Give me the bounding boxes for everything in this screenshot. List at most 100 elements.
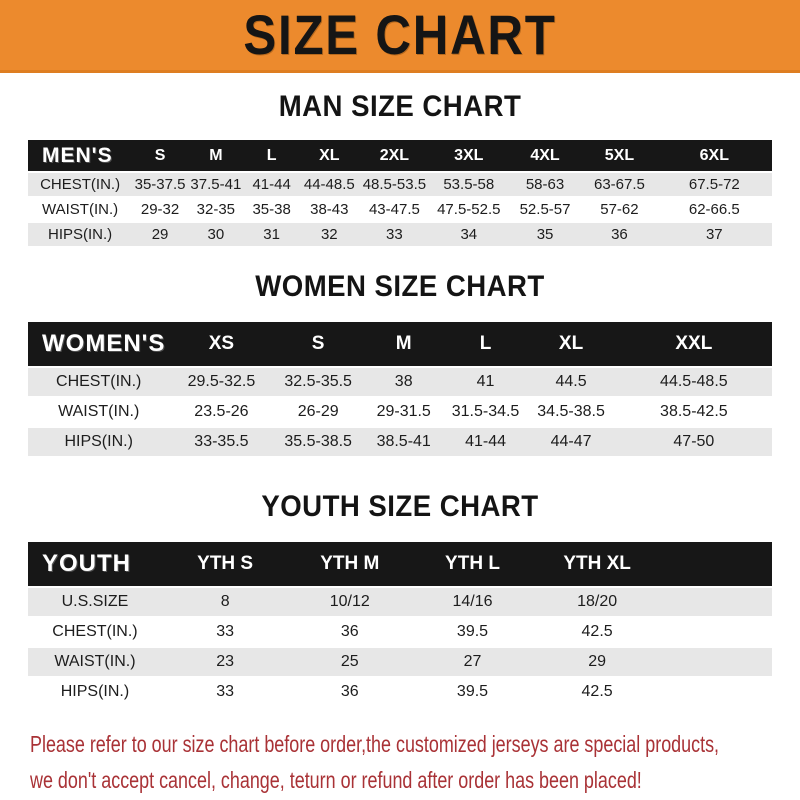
size-cell: 33 [216, 683, 235, 700]
size-column-header: 4XL [530, 146, 560, 164]
size-cell: 35-37.5 [134, 176, 186, 193]
table-header-row: WOMEN'S XS S M L XL XXL [28, 322, 772, 366]
size-cell: 42.5 [581, 683, 613, 700]
row-label: U.S.SIZE [61, 593, 129, 610]
size-cell: 47-50 [673, 433, 715, 450]
size-column-header: YTH S [197, 553, 254, 574]
size-cell: 41-44 [465, 433, 506, 450]
table-row: WAIST(IN.) 23 25 27 29 [28, 648, 772, 676]
size-cell [660, 588, 772, 616]
size-cell: 34.5-38.5 [537, 403, 605, 420]
size-cell: 31.5-34.5 [451, 403, 520, 420]
table-row: CHEST(IN.) 29.5-32.5 32.5-35.5 38 41 44.5 44.5… [28, 368, 772, 396]
size-cell: 67.5-72 [688, 176, 740, 193]
size-cell: 29-31.5 [376, 403, 431, 420]
size-cell: 30 [207, 226, 225, 243]
women-size-chart-heading: WOMEN SIZE CHART [255, 270, 545, 303]
size-cell: 62-66.5 [688, 201, 740, 218]
table-row: CHEST(IN.) 35-37.5 37.5-41 41-44 44-48.5 48.5… [28, 173, 772, 196]
size-column-header: L [479, 333, 492, 354]
table-row: WAIST(IN.) 29-32 32-35 35-38 38-43 43-47.5 47.… [28, 198, 772, 221]
size-cell [660, 678, 772, 706]
size-column-header: XL [319, 146, 340, 164]
disclaimer-line-1: Please refer to our size chart before or… [30, 731, 720, 757]
size-cell: 41-44 [252, 176, 291, 193]
size-cell: 35.5-38.5 [284, 433, 352, 450]
size-column-header: XS [208, 333, 235, 354]
size-cell: 48.5-53.5 [362, 176, 427, 193]
row-label: WAIST(IN.) [42, 201, 119, 218]
size-cell: 44.5 [555, 373, 587, 390]
size-cell: 33 [386, 226, 403, 243]
size-cell: 36 [611, 226, 628, 243]
table-group-label: WOMEN'S [42, 330, 166, 357]
size-cell: 37 [705, 226, 723, 243]
size-column-header [660, 542, 772, 586]
table-group-label: MEN'S [42, 143, 113, 167]
row-label: HIPS(IN.) [60, 683, 130, 700]
size-cell: 23.5-26 [194, 403, 249, 420]
size-column-header: S [311, 333, 325, 354]
size-cell: 23 [216, 653, 235, 670]
size-cell: 52.5-57 [519, 201, 571, 218]
size-cell: 63-67.5 [593, 176, 645, 193]
size-column-header: M [395, 333, 412, 354]
size-cell: 32 [320, 226, 338, 243]
row-label: WAIST(IN.) [54, 653, 136, 670]
table-row: HIPS(IN.) 33 36 39.5 42.5 [28, 678, 772, 706]
man-size-table: MEN'S S M L XL 2XL 3XL 4XL 5XL 6XL CHEST(IN.) 35-37… [28, 138, 772, 248]
table-group-label: YOUTH [42, 550, 131, 577]
row-label: CHEST(IN.) [40, 176, 121, 193]
size-column-header: L [266, 146, 277, 164]
size-column-header: YTH XL [563, 553, 631, 574]
size-column-header: YTH M [320, 553, 380, 574]
size-cell: 36 [340, 683, 359, 700]
size-cell: 39.5 [456, 683, 489, 700]
size-cell: 35-38 [252, 201, 291, 218]
size-cell: 33 [216, 623, 235, 640]
row-label: HIPS(IN.) [47, 226, 113, 243]
size-cell: 57-62 [600, 201, 639, 218]
size-column-header: 6XL [699, 146, 729, 164]
youth-size-chart-heading: YOUTH SIZE CHART [261, 490, 539, 523]
size-cell: 32.5-35.5 [284, 373, 352, 390]
size-cell: 43-47.5 [368, 201, 420, 218]
size-chart-banner: SIZE CHART [0, 0, 800, 73]
size-cell: 8 [220, 593, 230, 610]
disclaimer: Please refer to our size chart before or… [30, 730, 800, 795]
table-header-row: MEN'S S M L XL 2XL 3XL 4XL 5XL 6XL [28, 140, 772, 171]
size-cell: 53.5-58 [443, 176, 495, 193]
size-cell: 18/20 [577, 593, 618, 610]
size-cell: 36 [340, 623, 359, 640]
size-cell: 34 [460, 226, 478, 243]
size-cell: 38-43 [310, 201, 349, 218]
size-column-header: 5XL [604, 146, 635, 164]
size-cell: 27 [463, 653, 482, 670]
size-cell: 38 [394, 373, 413, 390]
size-column-header: 2XL [379, 146, 410, 164]
size-cell [660, 618, 772, 646]
row-label: HIPS(IN.) [64, 433, 133, 450]
size-cell: 44-48.5 [303, 176, 355, 193]
size-cell: 35 [536, 226, 554, 243]
table-row: WAIST(IN.) 23.5-26 26-29 29-31.5 31.5-34.5 34… [28, 398, 772, 426]
size-column-header: YTH L [445, 553, 500, 574]
size-cell: 47.5-52.5 [437, 201, 501, 218]
size-cell: 39.5 [456, 623, 489, 640]
size-cell: 42.5 [581, 623, 613, 640]
table-row: HIPS(IN.) 29 30 31 32 33 34 35 36 37 [28, 223, 772, 246]
size-cell: 26-29 [297, 403, 339, 420]
table-row: U.S.SIZE 8 10/12 14/16 18/20 [28, 588, 772, 616]
size-column-header: 3XL [454, 146, 484, 164]
table-row: HIPS(IN.) 33-35.5 35.5-38.5 38.5-41 41-44 44-… [28, 428, 772, 456]
table-row: CHEST(IN.) 33 36 39.5 42.5 [28, 618, 772, 646]
size-cell [660, 648, 772, 676]
size-cell: 29-32 [140, 201, 180, 218]
size-column-header: S [154, 146, 166, 164]
size-cell: 31 [263, 226, 280, 243]
size-cell: 33-35.5 [194, 433, 249, 450]
size-cell: 38.5-42.5 [660, 403, 728, 420]
size-cell: 29 [588, 653, 606, 670]
row-label: CHEST(IN.) [56, 373, 142, 390]
